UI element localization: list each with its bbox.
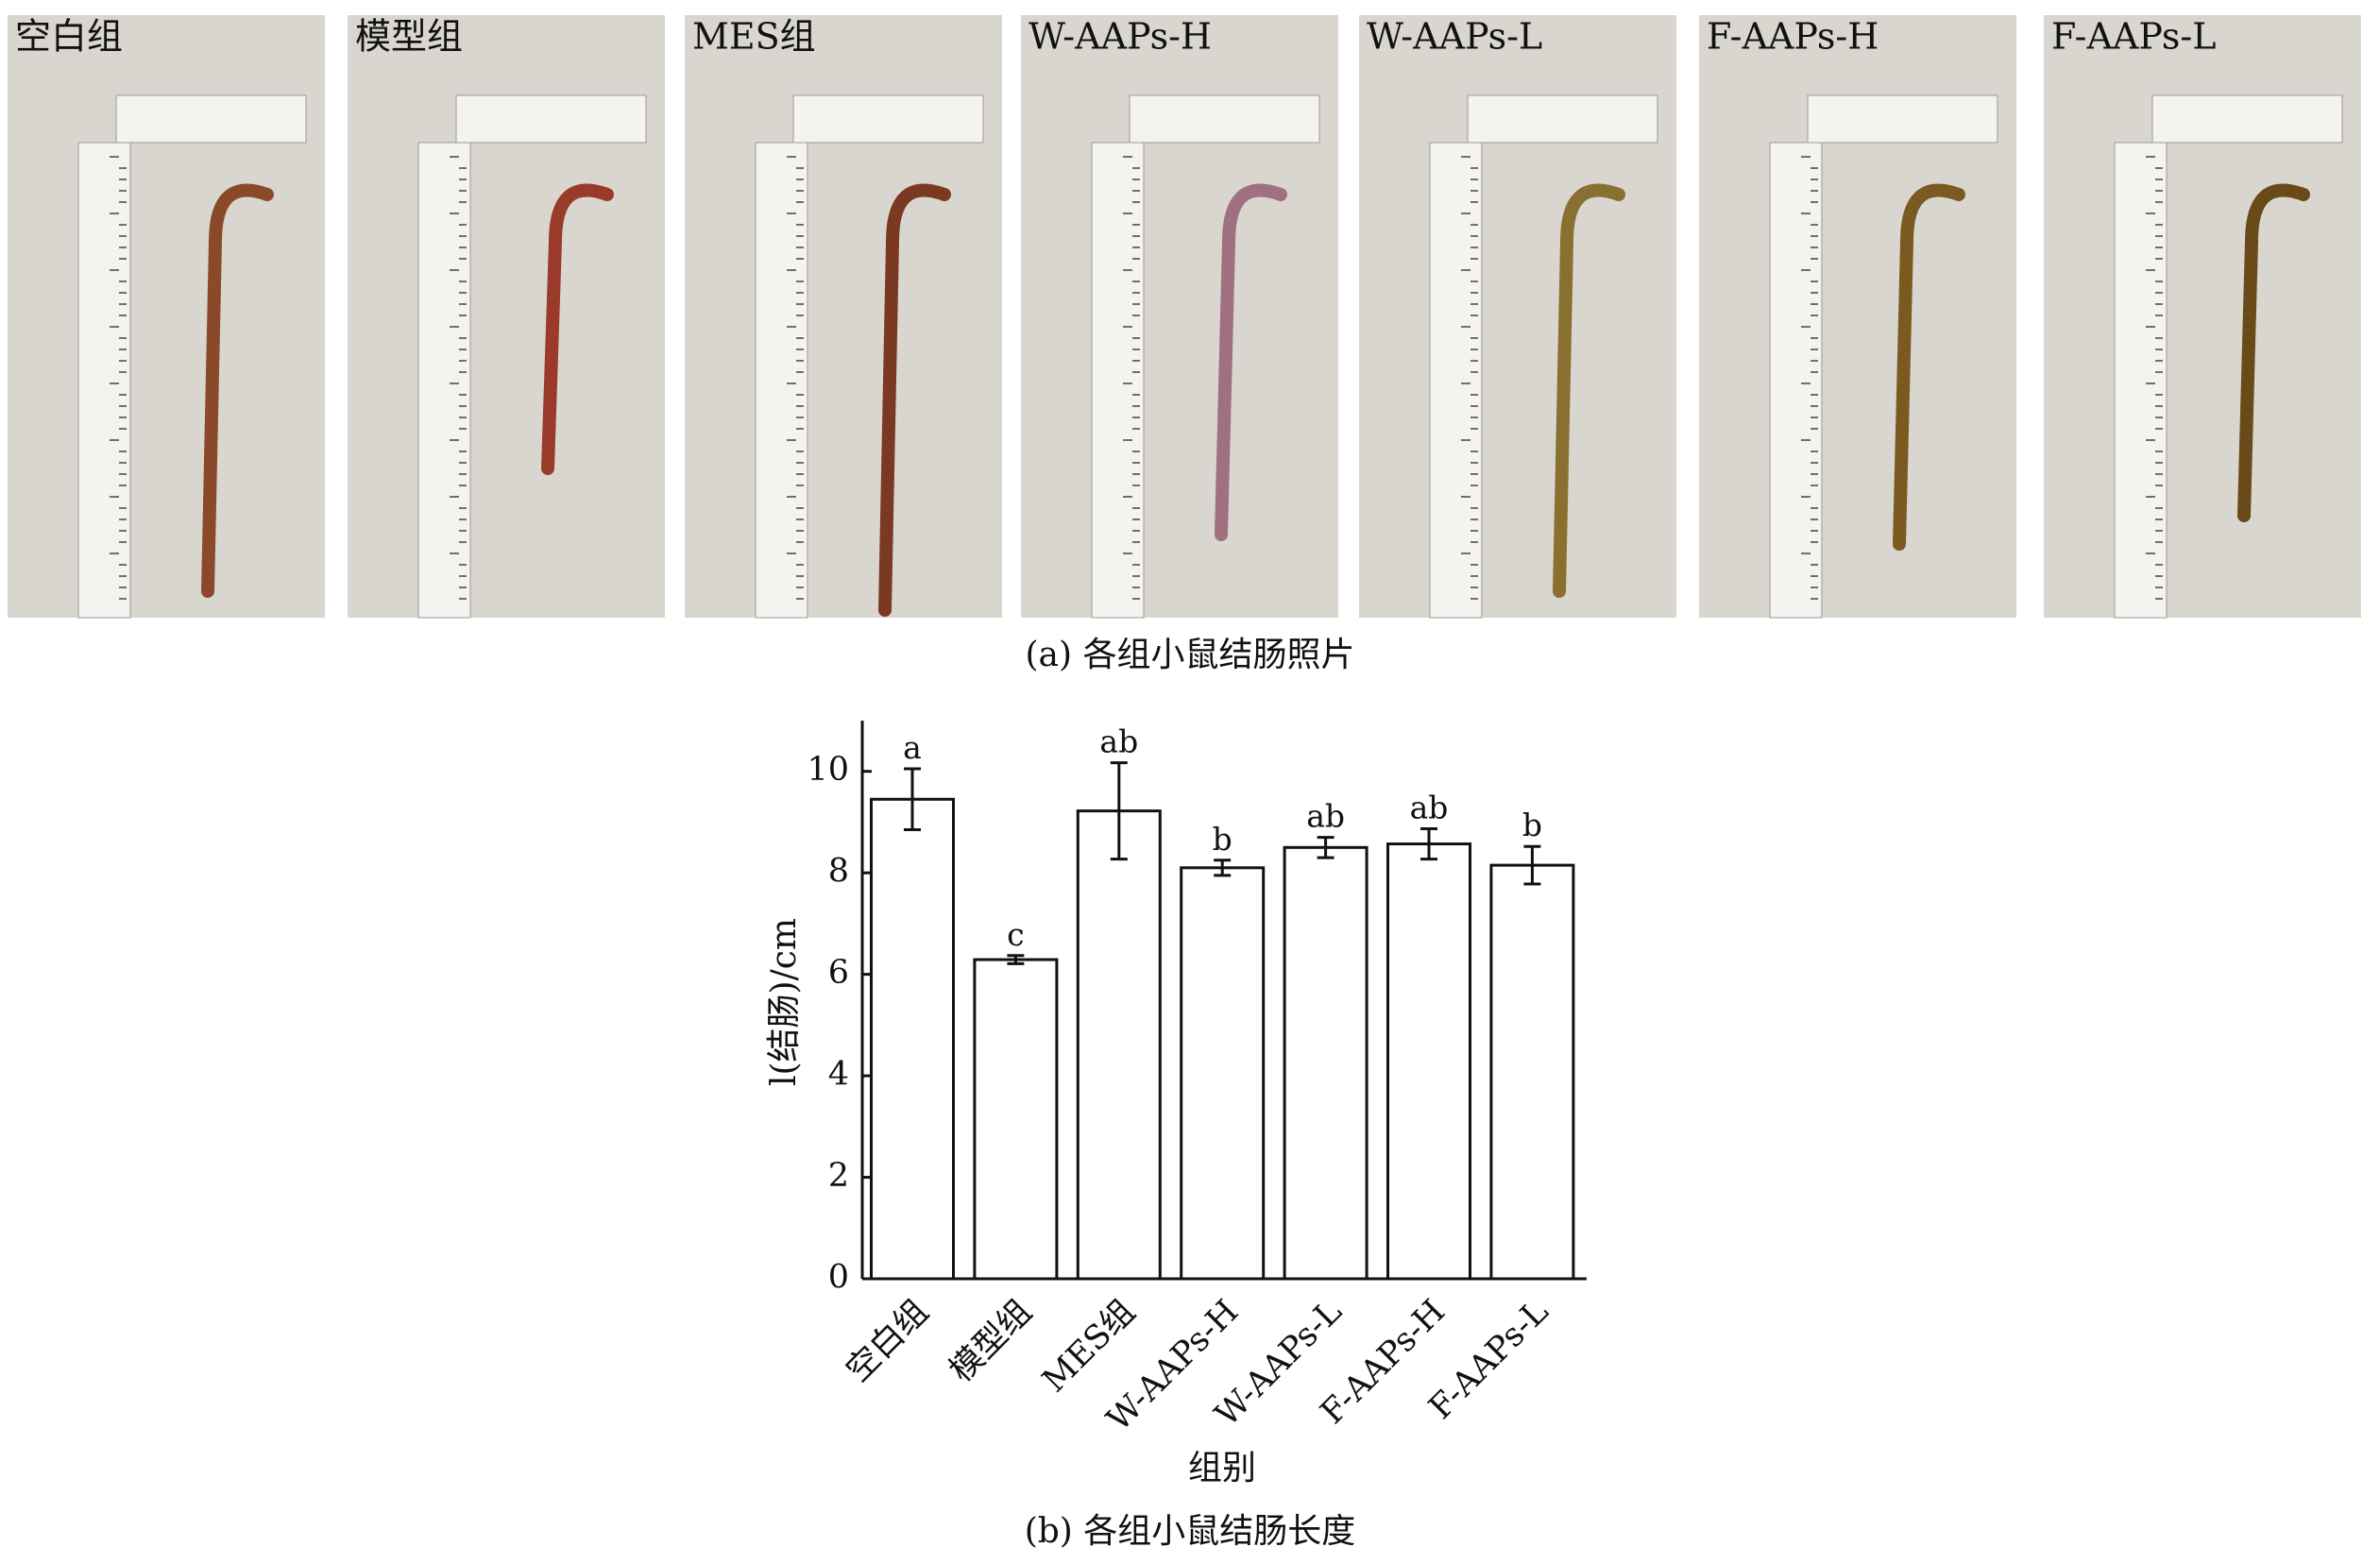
photo-label: F-AAPs-L: [2051, 16, 2217, 58]
ruler-vertical: [2114, 142, 2168, 619]
bar: [1283, 845, 1368, 1281]
label-bg: [1359, 15, 1510, 62]
ruler-horizontal: [1129, 94, 1320, 144]
colon: [541, 183, 614, 475]
y-tick-label: 2: [828, 1157, 849, 1195]
label-bg: [2044, 15, 2195, 62]
x-tick-label: MES组: [1035, 1293, 1142, 1400]
ruler-vertical: [1429, 142, 1483, 619]
bar: [1076, 809, 1162, 1281]
colon: [201, 183, 274, 598]
label-bg: [348, 15, 499, 62]
label-bg: [685, 15, 836, 62]
colon: [1553, 183, 1625, 598]
y-tick-label: 6: [828, 954, 849, 992]
photo-label: W-AAPs-H: [1028, 16, 1212, 58]
bar: [870, 797, 955, 1281]
colon: [1893, 183, 1965, 551]
significance-letter: ab: [1099, 723, 1138, 760]
photo-label: W-AAPs-L: [1367, 16, 1542, 58]
x-axis-label: 组别: [1188, 1449, 1256, 1488]
bar: [1180, 866, 1266, 1281]
colon: [2237, 183, 2310, 522]
x-tick-label: 模型组: [943, 1293, 1040, 1390]
significance-letter: a: [903, 729, 922, 766]
colon: [1215, 183, 1287, 541]
ruler-horizontal: [2151, 94, 2343, 144]
y-tick-label: 10: [807, 751, 849, 789]
ruler-vertical: [755, 142, 808, 619]
bar: [1489, 863, 1575, 1281]
ruler-horizontal: [792, 94, 984, 144]
bar: [1386, 842, 1471, 1281]
photo-label: MES组: [692, 16, 816, 58]
photo-label: F-AAPs-H: [1707, 16, 1878, 58]
ruler-horizontal: [455, 94, 647, 144]
label-bg: [1699, 15, 1850, 62]
ruler-vertical: [1091, 142, 1145, 619]
y-axis-label: l(结肠)/cm: [765, 918, 804, 1086]
y-tick-label: 8: [828, 853, 849, 891]
colon: [878, 183, 951, 617]
photo-label: 空白组: [15, 16, 123, 58]
significance-letter: c: [1007, 916, 1024, 953]
ruler-horizontal: [115, 94, 307, 144]
y-tick-label: 4: [828, 1056, 849, 1094]
caption-a: (a) 各组小鼠结肠照片: [1026, 636, 1355, 674]
ruler-vertical: [417, 142, 471, 619]
caption-b: (b) 各组小鼠结肠长度: [1025, 1512, 1356, 1551]
photo-label: 模型组: [355, 16, 463, 58]
bar: [973, 958, 1059, 1281]
significance-letter: b: [1213, 821, 1232, 858]
ruler-horizontal: [1467, 94, 1658, 144]
significance-letter: b: [1522, 807, 1542, 843]
label-bg: [1021, 15, 1172, 62]
ruler-horizontal: [1807, 94, 1998, 144]
x-tick-label: 空白组: [840, 1293, 937, 1390]
significance-letter: ab: [1306, 798, 1345, 835]
significance-letter: ab: [1410, 789, 1449, 825]
ruler-vertical: [77, 142, 131, 619]
y-tick-label: 0: [828, 1259, 849, 1297]
label-bg: [8, 15, 159, 62]
ruler-vertical: [1769, 142, 1823, 619]
